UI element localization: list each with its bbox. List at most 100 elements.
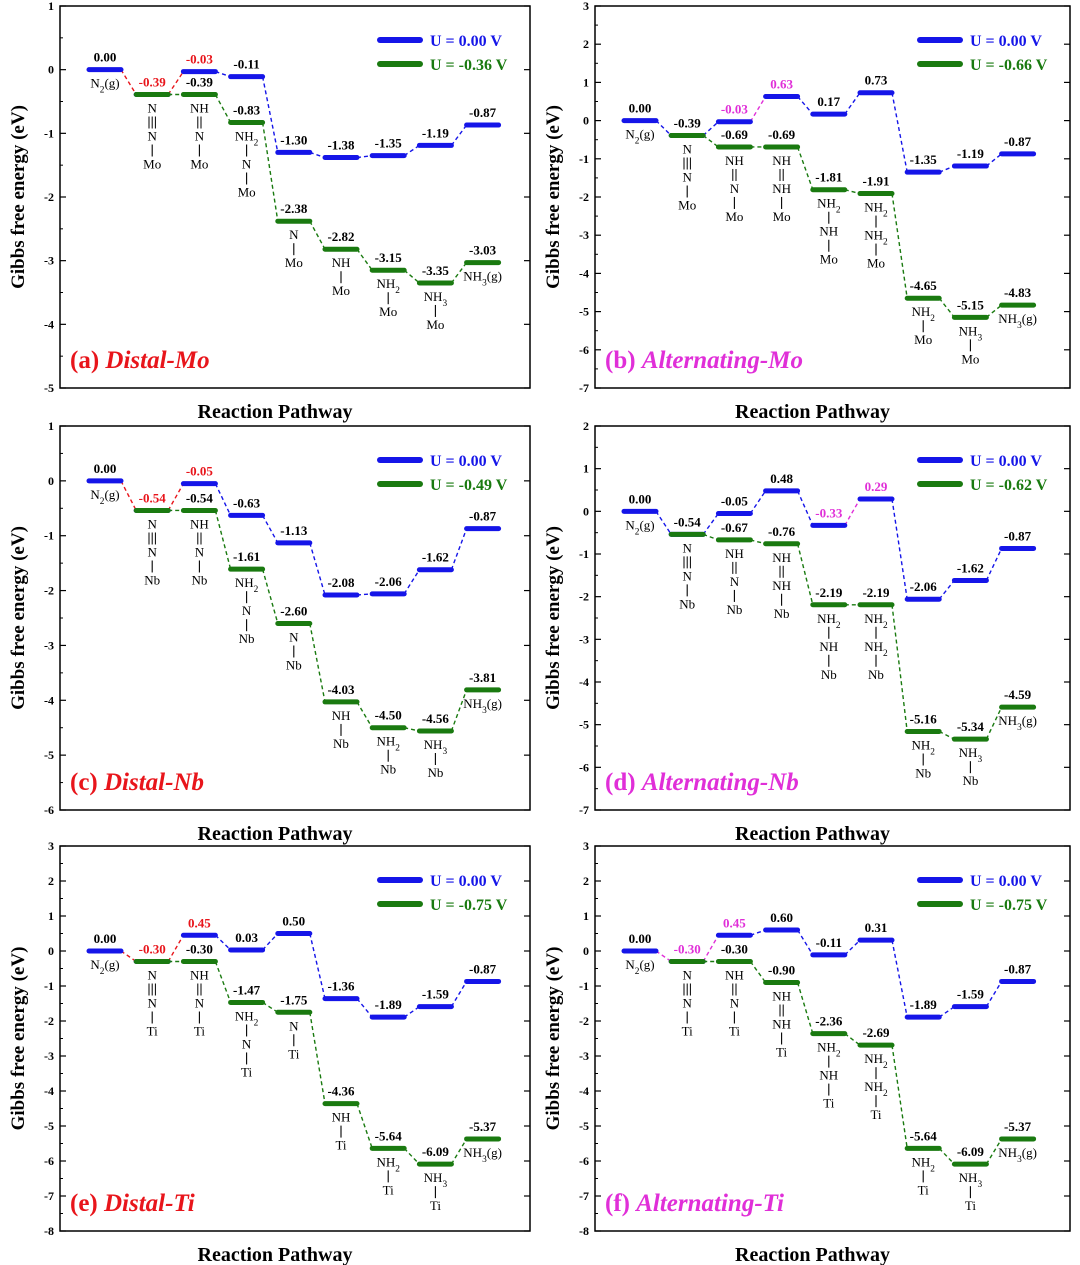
value-label: 0.73 <box>865 73 888 88</box>
species-label: NH <box>772 1017 791 1032</box>
species-label: Mo <box>914 332 932 347</box>
value-label: -0.33 <box>815 505 843 520</box>
species-label: Nb <box>962 773 978 788</box>
panel-title: (f) Alternating-Ti <box>605 1190 784 1217</box>
connector-green <box>356 248 373 271</box>
connector-green <box>214 94 232 123</box>
species-label: N <box>289 629 299 644</box>
value-label: -2.38 <box>280 201 308 216</box>
legend-entry: U = 0.00 V <box>970 453 1042 470</box>
connector-blue <box>702 121 719 137</box>
connector-blue <box>796 490 814 526</box>
value-label: -3.15 <box>375 250 403 265</box>
species-label: Ti <box>965 1198 976 1213</box>
value-label: 0.60 <box>770 910 793 925</box>
species-label: Nb <box>239 631 255 646</box>
connector-blue <box>356 593 373 596</box>
connector-blue <box>891 498 908 600</box>
panel-c: 1 0 -1 -2 -3 -4 -5 -6 Gibbs free energy (eV) Reac… <box>8 419 531 845</box>
value-label: -6.09 <box>957 1144 985 1159</box>
species-label: NH3(g) <box>998 713 1037 733</box>
connector-green <box>356 1103 373 1149</box>
connector-blue <box>891 92 908 173</box>
y-axis-label: Gibbs free energy (eV) <box>8 947 29 1131</box>
connector-blue <box>120 480 137 511</box>
value-label: -0.69 <box>721 127 749 142</box>
value-label: -5.37 <box>469 1119 497 1134</box>
connector-blue <box>167 483 185 511</box>
species-label: NH3(g) <box>998 311 1037 331</box>
value-label: -0.39 <box>139 74 167 89</box>
connector-blue <box>403 1006 420 1018</box>
legend-entry: U = 0.00 V <box>970 873 1042 890</box>
value-label: -2.19 <box>862 585 890 600</box>
y-axis-label: Gibbs free energy (eV) <box>543 947 564 1131</box>
y-tick-label: -5 <box>579 305 589 319</box>
connector-blue <box>797 929 814 956</box>
species-label: NH2 <box>376 1154 400 1174</box>
value-label: -0.30 <box>139 942 166 957</box>
value-label: -1.19 <box>957 146 985 161</box>
value-label: -5.34 <box>957 719 985 734</box>
connector-green <box>844 1033 861 1046</box>
value-label: -2.60 <box>280 603 307 618</box>
species-label: NH2 <box>864 611 888 631</box>
connector-blue <box>938 1006 955 1018</box>
connector-blue <box>891 940 908 1018</box>
value-label: -4.03 <box>327 682 355 697</box>
connector-blue <box>702 934 720 962</box>
y-tick-label: 0 <box>583 944 589 958</box>
value-label: -3.03 <box>469 243 497 258</box>
y-tick-label: -5 <box>579 718 589 732</box>
connector-green <box>985 1138 1003 1165</box>
species-label: Mo <box>379 304 397 319</box>
value-label: -5.15 <box>957 297 985 312</box>
connector-blue <box>702 513 719 535</box>
y-tick-label: -1 <box>579 979 589 993</box>
connector-green <box>702 533 719 541</box>
species-label: Ti <box>870 1107 881 1122</box>
panel-title: (a) Distal-Mo <box>70 347 210 374</box>
value-label: -0.67 <box>721 520 749 535</box>
value-label: -5.16 <box>910 711 938 726</box>
species-label: NH2 <box>864 1051 888 1071</box>
species-label: Mo <box>332 283 350 298</box>
value-label: -4.36 <box>327 1084 355 1099</box>
value-label: -2.69 <box>862 1025 890 1040</box>
species-label: NH2 <box>864 200 888 220</box>
value-label: 0.29 <box>865 479 888 494</box>
x-axis-label: Reaction Pathway <box>198 1244 353 1265</box>
species-label: NH2 <box>235 129 259 149</box>
species-label: N <box>683 568 693 583</box>
connector-green <box>985 304 1003 318</box>
connector-green <box>261 122 279 222</box>
legend-entry: U = 0.00 V <box>430 873 502 890</box>
value-label: -0.90 <box>768 963 795 978</box>
connector-green <box>214 961 232 1003</box>
species-label: Mo <box>820 252 838 267</box>
y-tick-label: -8 <box>579 1224 589 1238</box>
species-label: Nb <box>821 667 837 682</box>
connector-green <box>891 1045 908 1149</box>
species-label: Nb <box>726 602 742 617</box>
species-label: NH <box>725 153 744 168</box>
y-tick-label: -5 <box>44 1119 54 1133</box>
value-label: -0.03 <box>721 102 749 117</box>
species-label: Nb <box>191 572 207 587</box>
value-label: -0.83 <box>233 103 261 118</box>
value-label: -2.19 <box>815 585 843 600</box>
value-label: -1.61 <box>233 549 260 564</box>
y-tick-label: -5 <box>44 748 54 762</box>
species-label: Nb <box>427 765 443 780</box>
species-label: NH <box>772 181 791 196</box>
value-label: -0.05 <box>186 464 214 479</box>
value-label: -0.87 <box>469 961 497 976</box>
species-label: Mo <box>725 209 743 224</box>
connector-green <box>938 730 955 740</box>
value-label: 0.63 <box>770 77 793 92</box>
y-tick-label: -1 <box>44 529 54 543</box>
species-label: Mo <box>143 156 161 171</box>
connector-blue <box>309 542 326 596</box>
connector-green <box>309 1012 326 1104</box>
y-tick-label: 1 <box>48 0 54 13</box>
